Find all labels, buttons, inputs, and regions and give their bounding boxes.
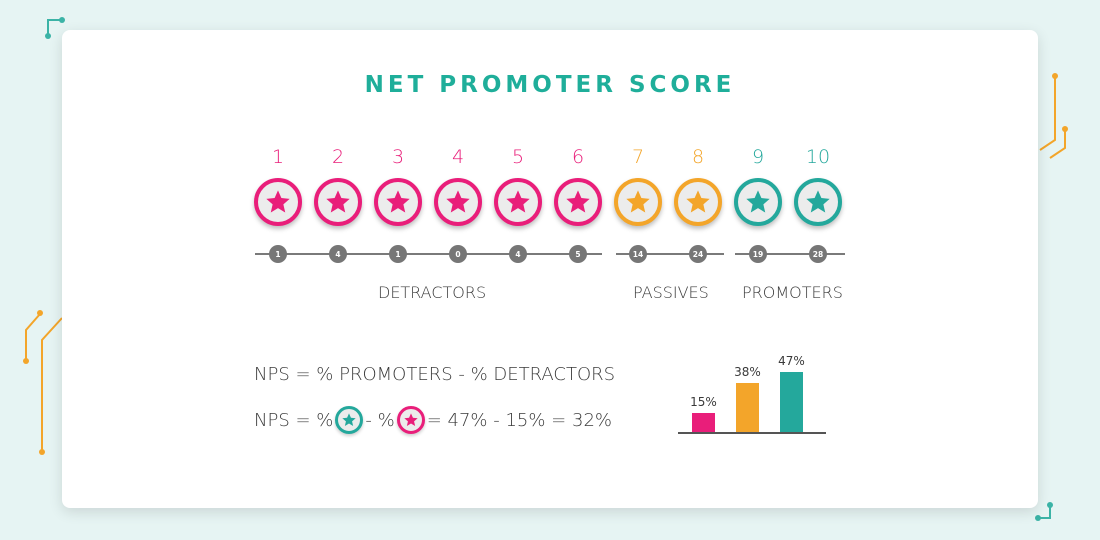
bar-promoters — [780, 372, 803, 432]
segment-passives — [616, 253, 724, 255]
formula-prefix: NPS = % — [254, 409, 334, 431]
formula-mid: - % — [365, 409, 395, 431]
score-number: 10 — [805, 146, 831, 168]
response-count: 0 — [449, 245, 467, 263]
star-icon — [494, 178, 542, 226]
response-count: 1 — [389, 245, 407, 263]
score-number: 2 — [331, 146, 345, 168]
bar-value-label: 15% — [690, 394, 717, 409]
response-count: 4 — [329, 245, 347, 263]
bar-value-label: 38% — [734, 365, 761, 380]
response-count: 28 — [809, 245, 827, 263]
detractor-star-icon — [396, 406, 425, 434]
formula-line-1: NPS = % PROMOTERS - % DETRACTORS — [254, 364, 616, 385]
page-title: NET PROMOTER SCORE — [364, 72, 736, 98]
bar-value-label: 47% — [778, 354, 805, 368]
response-count: 24 — [689, 245, 707, 263]
score-number: 8 — [691, 146, 705, 168]
group-label-detractors: DETRACTORS — [378, 283, 487, 302]
star-icon — [614, 178, 662, 226]
response-count: 1 — [269, 245, 287, 263]
chart-baseline — [678, 432, 826, 434]
score-number: 1 — [271, 146, 285, 168]
star-icon — [314, 178, 362, 226]
star-icon — [374, 178, 422, 226]
group-label-passives: PASSIVES — [633, 283, 709, 302]
score-number: 4 — [451, 146, 465, 168]
segment-promoters — [735, 253, 845, 255]
star-icon — [734, 178, 782, 226]
response-count: 14 — [629, 245, 647, 263]
bar-passives — [736, 383, 759, 432]
promoter-star-icon — [335, 406, 364, 434]
star-icon — [254, 178, 302, 226]
star-icon — [674, 178, 722, 226]
response-count: 5 — [569, 245, 587, 263]
formula-result: = 47% - 15% = 32% — [426, 409, 612, 431]
star-icon — [434, 178, 482, 226]
score-number: 7 — [631, 146, 645, 168]
segment-detractors — [255, 253, 602, 255]
score-number: 9 — [751, 146, 765, 168]
score-number: 6 — [571, 146, 585, 168]
formula-line-2: NPS = % - % = 47% - 15% = 32% — [254, 406, 612, 434]
score-number: 5 — [511, 146, 525, 168]
response-count: 19 — [749, 245, 767, 263]
star-icon — [554, 178, 602, 226]
response-count: 4 — [509, 245, 527, 263]
bar-detractors — [692, 412, 715, 432]
score-number: 3 — [391, 146, 405, 168]
star-icon — [794, 178, 842, 226]
group-label-promoters: PROMOTERS — [742, 283, 843, 302]
nps-card — [62, 30, 1038, 508]
